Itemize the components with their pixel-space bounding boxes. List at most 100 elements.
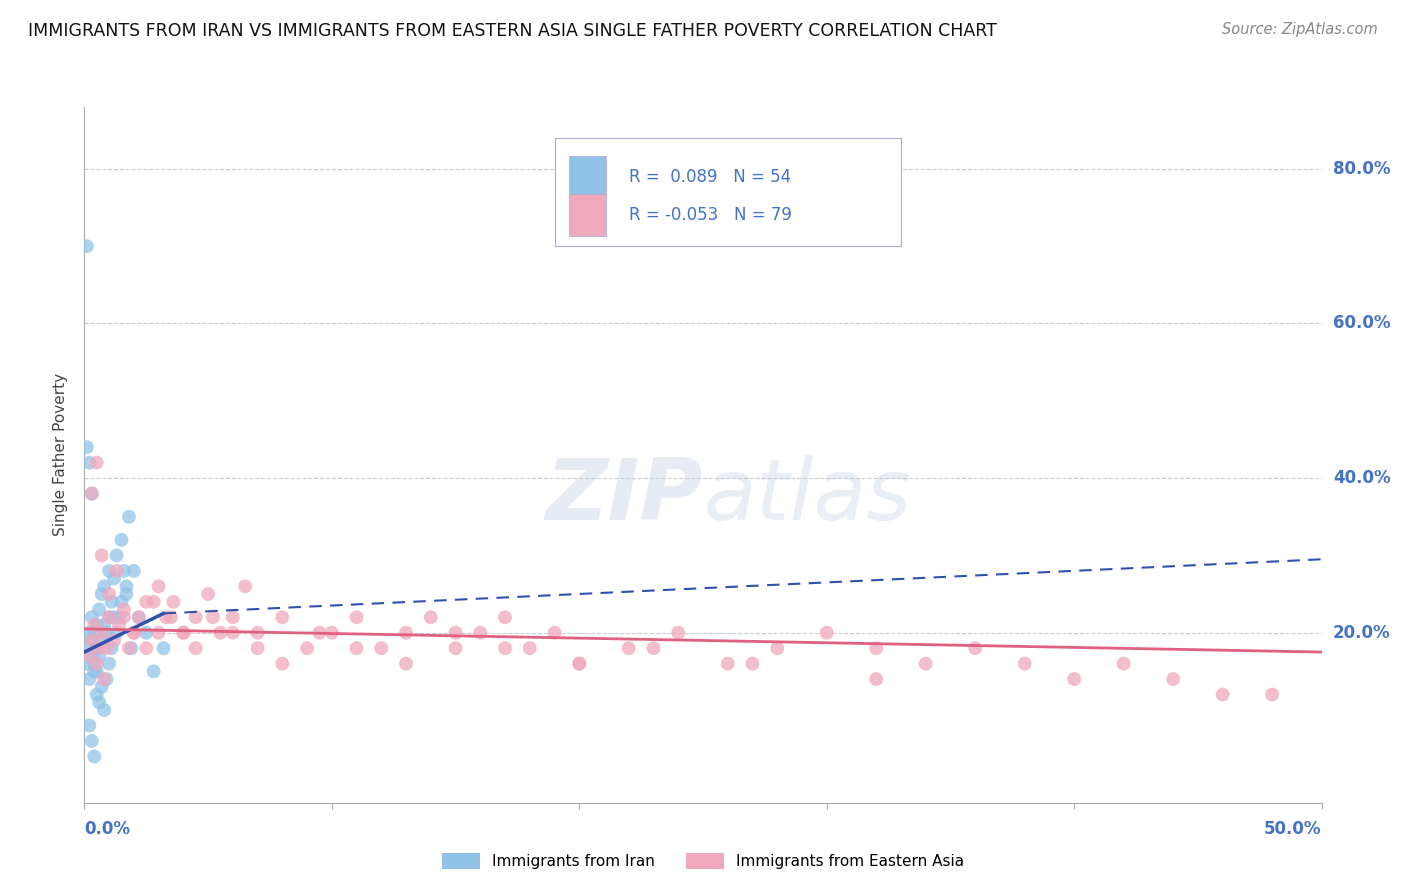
Point [80,633,103,648]
Point [76,657,98,671]
Point [543,625,565,640]
Point [160,610,183,624]
Point [128,610,150,624]
Point [115,587,138,601]
Point [568,657,591,671]
Point [98,587,121,601]
Point [80,633,103,648]
Point [103,610,125,624]
Point [100,641,122,656]
Point [89,648,111,663]
Point [222,610,245,624]
Point [444,625,467,640]
Point [184,641,207,656]
Text: R =  0.089   N = 54: R = 0.089 N = 54 [628,168,792,186]
Point [135,595,157,609]
Point [271,610,294,624]
Point [128,610,150,624]
Point [86,688,108,702]
Point [766,641,789,656]
Point [1212,688,1234,702]
FancyBboxPatch shape [569,194,606,235]
Point [233,579,256,593]
Point [346,641,368,656]
Point [86,618,108,632]
Point [1161,672,1184,686]
Point [295,641,318,656]
Point [90,625,112,640]
Point [965,641,987,656]
Point [172,625,194,640]
Point [110,533,132,547]
Point [105,564,128,578]
Point [395,657,418,671]
Point [419,610,441,624]
FancyBboxPatch shape [554,138,901,246]
Text: R = -0.053   N = 79: R = -0.053 N = 79 [628,206,792,224]
Point [122,564,145,578]
Point [90,587,112,601]
Point [93,618,115,632]
Point [444,641,467,656]
Point [643,641,665,656]
Point [83,625,105,640]
Point [222,625,245,640]
Point [717,657,740,671]
Point [76,239,98,253]
Point [100,595,122,609]
Text: Source: ZipAtlas.com: Source: ZipAtlas.com [1222,22,1378,37]
Point [865,641,887,656]
Point [148,579,170,593]
Text: 80.0%: 80.0% [1333,160,1391,178]
Point [98,564,121,578]
Point [110,595,132,609]
Point [1063,672,1085,686]
Point [83,749,105,764]
Point [142,595,165,609]
Y-axis label: Single Father Poverty: Single Father Poverty [53,374,69,536]
Point [112,610,135,624]
FancyBboxPatch shape [569,156,606,197]
Point [112,602,135,616]
Point [115,579,138,593]
Point [79,456,101,470]
Point [83,618,105,632]
Point [246,641,269,656]
Text: 40.0%: 40.0% [1333,469,1391,487]
Point [98,610,121,624]
Legend: Immigrants from Iran, Immigrants from Eastern Asia: Immigrants from Iran, Immigrants from Ea… [436,847,970,875]
Point [666,625,689,640]
Point [118,509,141,524]
Point [112,564,135,578]
Point [617,641,640,656]
Text: 50.0%: 50.0% [1264,820,1322,838]
Point [914,657,936,671]
Point [79,648,101,663]
Text: 20.0%: 20.0% [1333,624,1391,641]
Point [96,672,118,686]
Point [90,633,112,648]
Point [80,648,103,663]
Point [79,718,101,732]
Point [865,672,887,686]
Point [108,610,131,624]
Point [80,734,103,748]
Point [86,665,108,679]
Point [494,610,516,624]
Point [83,665,105,679]
Point [103,572,125,586]
Point [271,657,294,671]
Point [370,641,392,656]
Point [135,641,157,656]
Point [105,625,128,640]
Point [86,641,108,656]
Point [197,587,219,601]
Text: ZIP: ZIP [546,455,703,538]
Point [172,625,194,640]
Point [96,625,118,640]
Point [209,625,232,640]
Point [321,625,343,640]
Point [93,579,115,593]
Point [86,456,108,470]
Point [122,625,145,640]
